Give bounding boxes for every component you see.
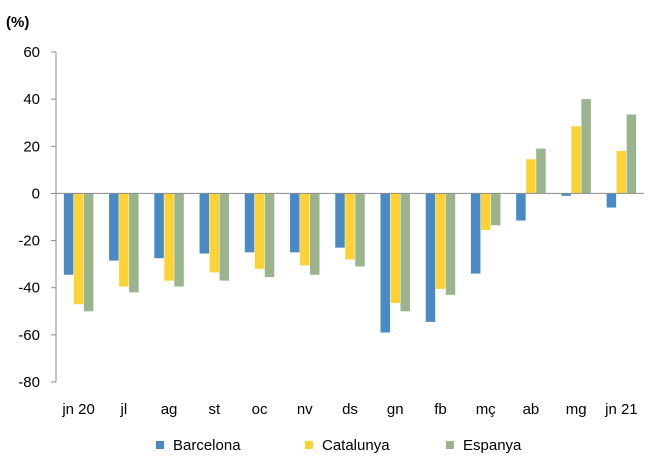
- bar-barcelona-6: [335, 193, 345, 248]
- y-tick-label: 0: [32, 185, 40, 202]
- axes: [51, 51, 644, 383]
- y-tick-label: -60: [18, 327, 40, 344]
- bar-barcelona-9: [470, 193, 481, 274]
- bar-catalunya-10: [526, 159, 536, 194]
- legend-label-espanya: Espanya: [463, 437, 522, 454]
- x-tick-label: mg: [566, 401, 587, 418]
- legend-swatch-espanya: [446, 441, 454, 449]
- y-tick-label: -40: [18, 280, 40, 297]
- bar-barcelona-12: [606, 193, 617, 208]
- bar-barcelona-11: [561, 193, 571, 196]
- bar-barcelona-8: [425, 193, 436, 322]
- x-tick-label: st: [208, 401, 221, 418]
- x-tick-label: ag: [161, 401, 178, 418]
- bar-espanya-8: [445, 193, 456, 295]
- bar-espanya-9: [490, 193, 501, 226]
- bar-espanya-1: [129, 193, 139, 293]
- bar-barcelona-10: [516, 193, 526, 221]
- bar-espanya-5: [310, 193, 320, 275]
- legend-label-barcelona: Barcelona: [173, 437, 241, 454]
- bar-espanya-7: [400, 193, 410, 312]
- bar-catalunya-9: [480, 193, 491, 230]
- bar-catalunya-11: [571, 126, 581, 194]
- legend-swatch-catalunya: [305, 441, 313, 449]
- bar-catalunya-7: [390, 193, 400, 304]
- bar-barcelona-4: [244, 193, 255, 253]
- unit-label: (%): [6, 14, 29, 31]
- x-tick-label: jl: [120, 401, 128, 418]
- bar-espanya-2: [174, 193, 184, 287]
- y-tick-label: 60: [23, 44, 40, 61]
- x-tick-label: jn 21: [604, 401, 638, 418]
- bar-catalunya-2: [164, 193, 174, 281]
- bar-catalunya-1: [119, 193, 129, 287]
- bar-catalunya-3: [209, 193, 220, 273]
- legend-swatch-barcelona: [156, 441, 164, 449]
- bar-catalunya-4: [254, 193, 265, 269]
- x-tick-label: jn 20: [61, 401, 95, 418]
- bar-barcelona-3: [199, 193, 210, 254]
- bar-catalunya-12: [616, 151, 627, 194]
- legend-label-catalunya: Catalunya: [322, 437, 390, 454]
- bar-barcelona-5: [290, 193, 300, 253]
- x-tick-label: ab: [523, 401, 540, 418]
- y-axis-ticks: 60 40 20 0 -20 -40 -60 -80: [18, 44, 40, 391]
- x-tick-label: nv: [297, 401, 313, 418]
- bar-barcelona-2: [154, 193, 164, 259]
- bar-espanya-0: [83, 193, 94, 312]
- bar-catalunya-5: [300, 193, 310, 266]
- legend: Barcelona Catalunya Espanya: [156, 437, 522, 454]
- bar-barcelona-7: [380, 193, 390, 333]
- bar-espanya-11: [581, 99, 591, 194]
- bars: [63, 99, 637, 333]
- bar-espanya-6: [355, 193, 365, 267]
- bar-espanya-10: [536, 148, 546, 194]
- x-tick-label: oc: [252, 401, 268, 418]
- bar-catalunya-8: [435, 193, 446, 289]
- y-tick-label: -20: [18, 233, 40, 250]
- y-tick-label: 40: [23, 91, 40, 108]
- x-tick-label: gn: [387, 401, 404, 418]
- bar-catalunya-6: [345, 193, 355, 260]
- x-tick-label: ds: [342, 401, 358, 418]
- x-tick-label: mç: [476, 401, 496, 418]
- y-tick-label: -80: [18, 374, 40, 391]
- bar-espanya-12: [626, 114, 637, 194]
- x-tick-label: fb: [434, 401, 447, 418]
- bar-espanya-3: [219, 193, 230, 281]
- bar-barcelona-0: [63, 193, 74, 275]
- x-axis-ticks: jn 20 jl ag st oc nv ds gn fb mç ab mg jn 21: [61, 401, 637, 418]
- bar-catalunya-0: [73, 193, 84, 305]
- y-tick-label: 20: [23, 138, 40, 155]
- bar-barcelona-1: [109, 193, 119, 261]
- bar-espanya-4: [264, 193, 275, 278]
